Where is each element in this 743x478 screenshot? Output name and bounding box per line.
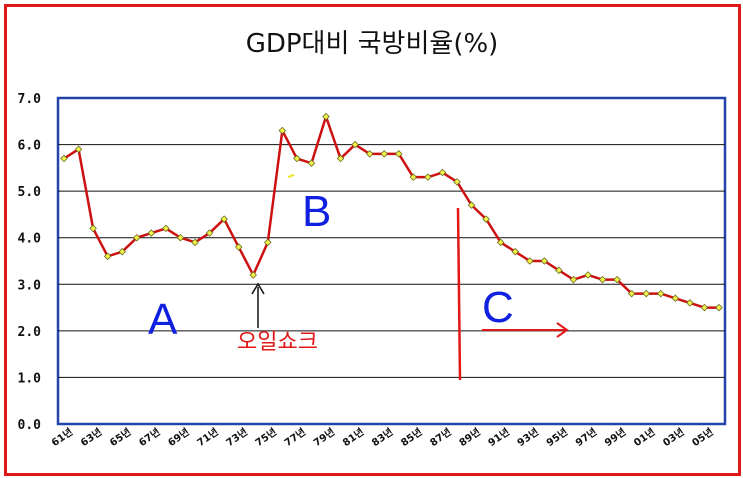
data-point — [540, 257, 549, 265]
data-point — [613, 275, 621, 284]
data-point — [482, 215, 490, 223]
x-tick-label: 95년 — [544, 425, 570, 449]
data-point — [569, 275, 578, 284]
data-point — [103, 252, 112, 261]
data-point — [176, 233, 185, 242]
data-point — [424, 173, 432, 181]
x-tick-label: 01년 — [631, 425, 657, 449]
data-point — [511, 247, 519, 256]
data-point — [336, 154, 345, 163]
data-point — [205, 229, 214, 237]
x-tick-label: 91년 — [485, 425, 511, 449]
x-tick-label: 75년 — [253, 425, 279, 449]
plot-area — [56, 96, 727, 426]
x-tick-label: 83년 — [369, 425, 395, 449]
data-point — [191, 238, 199, 247]
data-point — [627, 289, 636, 298]
data-point — [322, 112, 330, 121]
y-axis-ticks: 0.0 1.0 2.0 3.0 4.0 5.0 6.0 7.0 — [18, 92, 42, 433]
data-point — [278, 126, 287, 135]
series-line-path — [63, 115, 719, 309]
data-point — [526, 257, 534, 265]
x-tick-label: 05년 — [689, 425, 715, 449]
data-point — [395, 150, 403, 158]
annotation-b: B — [302, 187, 331, 236]
period-divider-line — [456, 207, 462, 381]
annotation-a: A — [148, 295, 178, 344]
y-tick-label: 6.0 — [18, 139, 42, 154]
data-point — [293, 154, 301, 163]
data-point — [147, 229, 156, 237]
x-tick-label: 69년 — [165, 425, 191, 449]
oil-shock-label: 오일쇼크 — [237, 330, 318, 355]
x-tick-label: 99년 — [602, 425, 628, 449]
y-tick-label: 3.0 — [18, 278, 42, 293]
x-tick-label: 93년 — [515, 425, 541, 449]
x-tick-label: 85년 — [398, 425, 424, 449]
x-tick-label: 63년 — [78, 425, 104, 449]
data-point — [74, 145, 83, 153]
data-point — [351, 140, 359, 149]
y-tick-label: 4.0 — [18, 232, 42, 247]
data-point — [584, 271, 592, 279]
y-tick-label: 0.0 — [18, 418, 42, 433]
x-tick-label: 87년 — [427, 425, 453, 449]
x-tick-label: 77년 — [282, 425, 308, 449]
data-point — [220, 215, 228, 223]
data-point — [438, 168, 447, 177]
x-tick-label: 81년 — [340, 425, 366, 449]
trend-arrow-head — [556, 322, 569, 338]
data-point — [118, 247, 126, 256]
data-point — [453, 178, 461, 186]
data-point — [496, 238, 505, 247]
x-tick-label: 03년 — [660, 425, 686, 449]
data-point — [264, 238, 272, 247]
data-point — [642, 289, 650, 298]
annotation-c: C — [482, 283, 514, 332]
series-line — [63, 115, 719, 309]
data-point — [671, 294, 680, 303]
series-markers — [60, 112, 723, 312]
data-point — [409, 173, 418, 181]
x-tick-label: 79년 — [311, 425, 337, 449]
y-tick-label: 7.0 — [18, 92, 42, 107]
data-point — [380, 150, 388, 158]
x-tick-label: 67년 — [136, 425, 162, 449]
data-point — [657, 289, 665, 298]
yellow-mark — [287, 174, 295, 178]
oil-shock-arrow-head — [251, 282, 265, 295]
data-point — [89, 224, 97, 233]
data-point — [249, 271, 257, 279]
x-tick-label: 71년 — [194, 425, 220, 449]
y-tick-label: 1.0 — [18, 371, 42, 386]
y-tick-label: 2.0 — [18, 325, 42, 340]
y-tick-label: 5.0 — [18, 185, 42, 200]
data-point — [700, 303, 709, 312]
x-axis-ticks: 61년 63년 65년 67년 69년 71년 73년 75년 77년 79년 81년 83년 85년 8… — [49, 425, 716, 449]
data-point — [715, 303, 723, 312]
data-point — [234, 243, 243, 251]
x-tick-label: 89년 — [456, 425, 482, 449]
data-point — [598, 275, 607, 284]
x-tick-label: 65년 — [107, 425, 133, 449]
chart-title: GDP대비 국방비율(%) — [246, 29, 499, 59]
data-point — [365, 150, 374, 158]
x-tick-label: 73년 — [223, 425, 249, 449]
data-point — [555, 266, 563, 275]
data-point — [60, 154, 68, 163]
data-point — [133, 233, 141, 242]
x-tick-label: 97년 — [573, 425, 599, 449]
x-tick-label: 61년 — [49, 425, 75, 449]
data-point — [307, 159, 316, 167]
grid-lines — [58, 144, 725, 378]
data-point — [686, 299, 694, 307]
data-point — [467, 201, 476, 209]
data-point — [162, 224, 170, 233]
